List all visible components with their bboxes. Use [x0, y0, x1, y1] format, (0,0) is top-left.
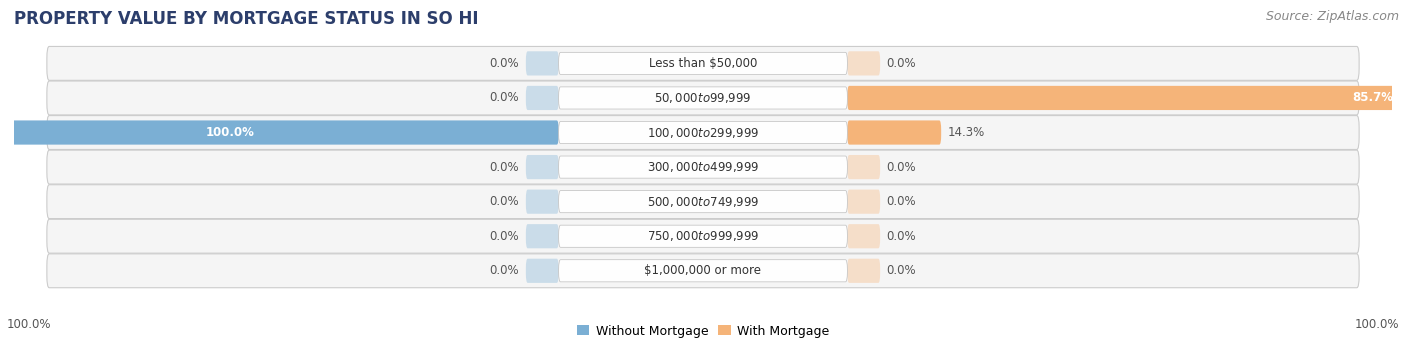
FancyBboxPatch shape: [46, 150, 1360, 184]
Text: 14.3%: 14.3%: [948, 126, 986, 139]
Text: $500,000 to $749,999: $500,000 to $749,999: [647, 195, 759, 209]
Text: 100.0%: 100.0%: [207, 126, 254, 139]
Text: 0.0%: 0.0%: [489, 161, 519, 174]
FancyBboxPatch shape: [526, 155, 558, 179]
FancyBboxPatch shape: [526, 51, 558, 75]
FancyBboxPatch shape: [46, 81, 1360, 115]
FancyBboxPatch shape: [848, 259, 880, 283]
FancyBboxPatch shape: [526, 259, 558, 283]
FancyBboxPatch shape: [558, 87, 848, 109]
FancyBboxPatch shape: [848, 86, 1406, 110]
FancyBboxPatch shape: [46, 219, 1360, 253]
Text: $750,000 to $999,999: $750,000 to $999,999: [647, 229, 759, 243]
FancyBboxPatch shape: [848, 190, 880, 214]
FancyBboxPatch shape: [558, 191, 848, 213]
Text: $50,000 to $99,999: $50,000 to $99,999: [654, 91, 752, 105]
Text: $300,000 to $499,999: $300,000 to $499,999: [647, 160, 759, 174]
Text: 0.0%: 0.0%: [887, 161, 917, 174]
Text: 100.0%: 100.0%: [1354, 318, 1399, 331]
Text: $1,000,000 or more: $1,000,000 or more: [644, 264, 762, 277]
Text: 0.0%: 0.0%: [489, 264, 519, 277]
FancyBboxPatch shape: [46, 185, 1360, 219]
FancyBboxPatch shape: [848, 155, 880, 179]
FancyBboxPatch shape: [558, 121, 848, 144]
FancyBboxPatch shape: [848, 51, 880, 75]
FancyBboxPatch shape: [0, 120, 558, 145]
Text: 100.0%: 100.0%: [7, 318, 52, 331]
FancyBboxPatch shape: [848, 120, 941, 145]
FancyBboxPatch shape: [526, 86, 558, 110]
Text: 0.0%: 0.0%: [489, 195, 519, 208]
FancyBboxPatch shape: [558, 260, 848, 282]
FancyBboxPatch shape: [46, 254, 1360, 288]
Text: 0.0%: 0.0%: [887, 57, 917, 70]
FancyBboxPatch shape: [558, 52, 848, 74]
Text: 0.0%: 0.0%: [489, 57, 519, 70]
Text: $100,000 to $299,999: $100,000 to $299,999: [647, 125, 759, 139]
Text: Less than $50,000: Less than $50,000: [648, 57, 758, 70]
Text: 85.7%: 85.7%: [1353, 91, 1393, 104]
FancyBboxPatch shape: [46, 116, 1360, 149]
Legend: Without Mortgage, With Mortgage: Without Mortgage, With Mortgage: [572, 320, 834, 341]
FancyBboxPatch shape: [558, 225, 848, 247]
Text: PROPERTY VALUE BY MORTGAGE STATUS IN SO HI: PROPERTY VALUE BY MORTGAGE STATUS IN SO …: [14, 10, 478, 28]
Text: 0.0%: 0.0%: [887, 195, 917, 208]
Text: 0.0%: 0.0%: [489, 91, 519, 104]
Text: Source: ZipAtlas.com: Source: ZipAtlas.com: [1265, 10, 1399, 23]
FancyBboxPatch shape: [558, 156, 848, 178]
FancyBboxPatch shape: [526, 224, 558, 248]
Text: 0.0%: 0.0%: [887, 264, 917, 277]
Text: 0.0%: 0.0%: [887, 230, 917, 243]
FancyBboxPatch shape: [848, 224, 880, 248]
FancyBboxPatch shape: [46, 46, 1360, 80]
Text: 0.0%: 0.0%: [489, 230, 519, 243]
FancyBboxPatch shape: [526, 190, 558, 214]
